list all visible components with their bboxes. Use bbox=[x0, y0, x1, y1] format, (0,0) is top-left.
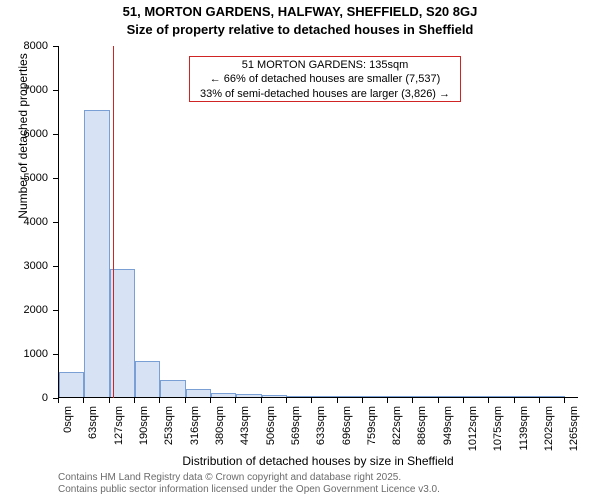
histogram-bar bbox=[338, 396, 363, 397]
histogram-bar bbox=[287, 396, 312, 397]
chart-container: 51, MORTON GARDENS, HALFWAY, SHEFFIELD, … bbox=[0, 0, 600, 500]
x-tick-mark bbox=[514, 398, 515, 403]
y-tick-mark bbox=[53, 266, 58, 267]
x-tick-mark bbox=[261, 398, 262, 403]
x-tick-label: 316sqm bbox=[189, 406, 201, 456]
y-tick-mark bbox=[53, 222, 58, 223]
x-tick-label: 443sqm bbox=[239, 406, 251, 456]
y-tick-label: 4000 bbox=[0, 216, 48, 228]
y-tick-label: 5000 bbox=[0, 172, 48, 184]
plot-area: 51 MORTON GARDENS: 135sqm← 66% of detach… bbox=[58, 46, 578, 398]
x-tick-label: 1139sqm bbox=[518, 406, 530, 456]
x-tick-label: 1012sqm bbox=[467, 406, 479, 456]
annotation-line1: 51 MORTON GARDENS: 135sqm bbox=[193, 58, 457, 72]
y-tick-label: 3000 bbox=[0, 260, 48, 272]
y-tick-label: 2000 bbox=[0, 304, 48, 316]
x-tick-label: 1202sqm bbox=[543, 406, 555, 456]
x-tick-label: 759sqm bbox=[366, 406, 378, 456]
histogram-bar bbox=[388, 396, 413, 397]
x-tick-label: 633sqm bbox=[315, 406, 327, 456]
histogram-bar bbox=[312, 396, 337, 397]
x-tick-mark bbox=[185, 398, 186, 403]
footer-line2: Contains public sector information licen… bbox=[58, 484, 440, 496]
histogram-bar bbox=[186, 389, 211, 397]
x-tick-label: 1075sqm bbox=[492, 406, 504, 456]
y-tick-mark bbox=[53, 178, 58, 179]
y-tick-label: 1000 bbox=[0, 348, 48, 360]
x-tick-mark bbox=[539, 398, 540, 403]
x-tick-mark bbox=[438, 398, 439, 403]
histogram-bar bbox=[84, 110, 109, 397]
x-tick-mark bbox=[463, 398, 464, 403]
histogram-bar bbox=[211, 393, 236, 397]
histogram-bar bbox=[363, 396, 388, 397]
property-marker-line bbox=[113, 46, 114, 398]
histogram-bar bbox=[135, 361, 160, 397]
y-tick-mark bbox=[53, 134, 58, 135]
histogram-bar bbox=[160, 380, 185, 397]
x-tick-mark bbox=[235, 398, 236, 403]
x-tick-mark bbox=[337, 398, 338, 403]
x-tick-label: 190sqm bbox=[138, 406, 150, 456]
y-tick-mark bbox=[53, 90, 58, 91]
x-tick-mark bbox=[387, 398, 388, 403]
histogram-bar bbox=[236, 394, 261, 397]
footer-attribution: Contains HM Land Registry data © Crown c… bbox=[58, 472, 440, 496]
footer-line1: Contains HM Land Registry data © Crown c… bbox=[58, 472, 440, 484]
annotation-box: 51 MORTON GARDENS: 135sqm← 66% of detach… bbox=[189, 56, 461, 102]
x-tick-mark bbox=[109, 398, 110, 403]
x-tick-mark bbox=[362, 398, 363, 403]
histogram-bar bbox=[464, 396, 489, 397]
x-tick-label: 63sqm bbox=[87, 406, 99, 456]
histogram-bar bbox=[413, 396, 438, 397]
x-tick-mark bbox=[488, 398, 489, 403]
x-axis-label: Distribution of detached houses by size … bbox=[58, 454, 578, 468]
x-tick-mark bbox=[311, 398, 312, 403]
y-tick-label: 0 bbox=[0, 392, 48, 404]
annotation-line3: 33% of semi-detached houses are larger (… bbox=[193, 87, 457, 101]
y-tick-label: 6000 bbox=[0, 128, 48, 140]
y-tick-mark bbox=[53, 310, 58, 311]
x-tick-label: 253sqm bbox=[163, 406, 175, 456]
x-tick-label: 569sqm bbox=[290, 406, 302, 456]
x-tick-mark bbox=[134, 398, 135, 403]
y-tick-label: 8000 bbox=[0, 40, 48, 52]
x-tick-mark bbox=[210, 398, 211, 403]
y-tick-mark bbox=[53, 46, 58, 47]
x-tick-label: 127sqm bbox=[113, 406, 125, 456]
annotation-line2: ← 66% of detached houses are smaller (7,… bbox=[193, 72, 457, 86]
histogram-bar bbox=[439, 396, 464, 397]
x-tick-label: 506sqm bbox=[265, 406, 277, 456]
chart-title-line2: Size of property relative to detached ho… bbox=[0, 22, 600, 37]
y-tick-mark bbox=[53, 354, 58, 355]
x-tick-label: 0sqm bbox=[62, 406, 74, 456]
x-tick-label: 886sqm bbox=[416, 406, 428, 456]
x-tick-mark bbox=[412, 398, 413, 403]
x-tick-label: 949sqm bbox=[442, 406, 454, 456]
x-tick-mark bbox=[58, 398, 59, 403]
x-tick-label: 696sqm bbox=[341, 406, 353, 456]
x-tick-mark bbox=[159, 398, 160, 403]
histogram-bar bbox=[262, 395, 287, 397]
x-tick-mark bbox=[286, 398, 287, 403]
y-tick-label: 7000 bbox=[0, 84, 48, 96]
x-tick-label: 1265sqm bbox=[568, 406, 580, 456]
histogram-bar bbox=[515, 396, 540, 397]
x-tick-label: 822sqm bbox=[391, 406, 403, 456]
histogram-bar bbox=[540, 396, 565, 397]
x-tick-mark bbox=[564, 398, 565, 403]
x-tick-mark bbox=[83, 398, 84, 403]
histogram-bar bbox=[489, 396, 514, 397]
x-tick-label: 380sqm bbox=[214, 406, 226, 456]
histogram-bar bbox=[59, 372, 84, 397]
chart-title-line1: 51, MORTON GARDENS, HALFWAY, SHEFFIELD, … bbox=[0, 4, 600, 19]
